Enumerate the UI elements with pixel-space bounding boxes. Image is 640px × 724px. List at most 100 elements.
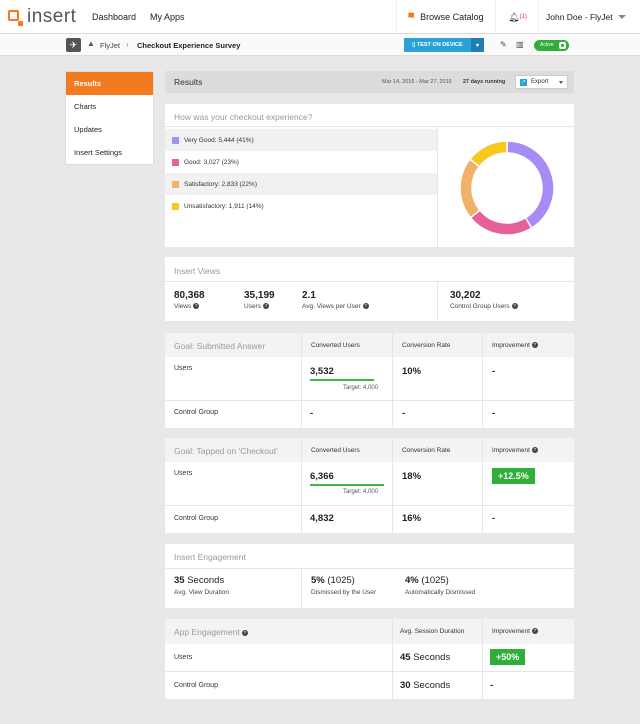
question-title: How was your checkout experience? [174, 112, 313, 122]
goal-title: Goal: Tapped on 'Checkout' [174, 446, 278, 456]
chevron-down-icon [559, 81, 563, 84]
answers-donut-chart [459, 140, 555, 236]
cart-icon: ▀ [408, 12, 415, 22]
breadcrumb-survey-title: Checkout Experience Survey [137, 41, 241, 50]
answer-row: Good: 3,027 (23%) [165, 151, 437, 173]
top-nav: insert Dashboard My Apps ▀ Browse Catalo… [0, 0, 640, 34]
help-icon[interactable]: ? [531, 628, 538, 635]
control-users-value: 30,202 [450, 290, 481, 301]
sidebar-item-updates[interactable]: Updates [74, 125, 102, 134]
test-on-device-label: TEST ON DEVICE [416, 42, 463, 48]
sidebar-item-results[interactable]: Results [66, 72, 153, 95]
answer-row: Satisfactory: 2,833 (22%) [165, 173, 437, 195]
avg-views-value: 2.1 [302, 290, 316, 301]
target-progress-bar [310, 484, 384, 486]
control-converted: 4,832 [310, 513, 334, 524]
swatch-good [172, 158, 179, 166]
improvement-badge: +12.5% [492, 468, 535, 484]
insert-views-card: Insert Views 80,368 Views? 35,199 Users?… [165, 257, 574, 321]
target-progress-bar [310, 379, 374, 381]
test-on-device-button[interactable]: ▯ TEST ON DEVICE ▾ [404, 38, 484, 52]
active-toggle[interactable]: Active [534, 40, 569, 51]
views-value: 80,368 [174, 290, 205, 301]
logo[interactable]: insert [8, 6, 76, 28]
airplane-icon: ✈ [66, 38, 81, 52]
bell-icon: 🔔︎ [508, 11, 520, 22]
answer-label: Unsatisfactory: 1,911 (14%) [184, 202, 264, 210]
nav-dashboard[interactable]: Dashboard [92, 12, 137, 22]
question-card: How was your checkout experience? Very G… [165, 104, 574, 247]
answer-row: Very Good: 5,444 (41%) [165, 129, 437, 151]
view-duration-label: Avg. View Duration [174, 589, 230, 596]
col-improvement: Improvement? [492, 628, 538, 635]
answer-row: Unsatisfactory: 1,911 (14%) [165, 195, 437, 217]
users-converted: 3,532 [310, 366, 334, 377]
help-icon[interactable]: ? [362, 303, 369, 310]
donut-slice-good [469, 209, 533, 236]
user-menu[interactable]: John Doe - FlyJet [546, 12, 613, 22]
col-improvement: Improvement? [492, 342, 538, 349]
users-improvement: - [492, 366, 496, 377]
dismissed-user-value: 5% (1025) [311, 575, 355, 586]
control-rate: 16% [402, 513, 422, 524]
phone-icon: ▯ [412, 42, 416, 48]
browse-catalog-button[interactable]: ▀ Browse Catalog [396, 0, 496, 34]
row-control-label: Control Group [174, 515, 218, 522]
date-range: Mar 14, 2016 - Mar 27, 2016 [382, 79, 452, 85]
logo-text: insert [27, 6, 77, 27]
swatch-unsatisfactory [172, 202, 179, 210]
users-rate: 18% [402, 471, 422, 482]
browse-catalog-label: Browse Catalog [420, 12, 484, 22]
avg-views-label: Avg. Views per User? [302, 303, 369, 310]
control-converted: - [310, 408, 314, 419]
control-improvement: - [492, 513, 496, 524]
help-icon[interactable]: ? [193, 303, 200, 310]
notification-count: (1) [519, 14, 527, 20]
breadcrumb-app[interactable]: FlyJet [100, 41, 121, 50]
col-converted-users: Converted Users [311, 342, 360, 349]
results-header: Results Mar 14, 2016 - Mar 27, 2016 27 d… [165, 71, 574, 93]
row-control-label: Control Group [174, 682, 218, 689]
logo-icon [8, 9, 23, 26]
col-session-duration: Avg. Session Duration [400, 628, 465, 635]
help-icon[interactable]: ? [262, 303, 269, 310]
users-converted: 6,366 [310, 471, 334, 482]
user-menu-caret-icon[interactable] [618, 15, 626, 19]
donut-slice-very-good [506, 140, 555, 230]
col-converted-users: Converted Users [311, 447, 360, 454]
help-icon[interactable]: ? [511, 303, 518, 310]
goal-checkout-card: Goal: Tapped on 'Checkout' Converted Use… [165, 438, 574, 533]
view-duration-value: 35 Seconds [174, 575, 225, 586]
auto-dismissed-label: Automatically Dismissed [405, 589, 476, 596]
control-improvement: - [492, 408, 496, 419]
notifications-button[interactable]: 🔔︎ (1) [497, 0, 539, 34]
trash-icon[interactable]: ▥ [516, 40, 524, 49]
active-label: Active [540, 42, 554, 48]
target-label: Target: 4,000 [343, 489, 379, 495]
export-icon: ↗ [520, 78, 527, 86]
users-value: 35,199 [244, 290, 275, 301]
donut-slice-unsatisfactory [468, 140, 508, 168]
test-dropdown-icon[interactable]: ▾ [471, 38, 484, 52]
engagement-title: Insert Engagement [174, 552, 246, 562]
col-improvement: Improvement? [492, 447, 538, 454]
export-label: Export [531, 79, 549, 85]
sidebar-item-insert-settings[interactable]: Insert Settings [74, 148, 122, 157]
app-engagement-card: App Engagement? Avg. Session Duration Im… [165, 619, 574, 699]
row-users-label: Users [174, 470, 193, 477]
swatch-satisfactory [172, 180, 179, 188]
help-icon[interactable]: ? [531, 342, 538, 349]
goal-table-header [165, 438, 574, 462]
users-rate: 10% [402, 366, 422, 377]
edit-icon[interactable]: ✎ [500, 40, 507, 49]
users-session-value: 45 Seconds [400, 652, 451, 663]
help-icon[interactable]: ? [531, 447, 538, 454]
insert-engagement-card: Insert Engagement 35 Seconds Avg. View D… [165, 544, 574, 608]
row-users-label: Users [174, 365, 193, 372]
export-dropdown[interactable]: ↗ Export [515, 75, 568, 89]
app-engagement-title: App Engagement? [174, 627, 248, 637]
answer-label: Satisfactory: 2,833 (22%) [184, 180, 257, 188]
help-icon[interactable]: ? [241, 629, 248, 636]
sidebar-item-charts[interactable]: Charts [74, 102, 97, 111]
nav-my-apps[interactable]: My Apps [150, 12, 185, 22]
